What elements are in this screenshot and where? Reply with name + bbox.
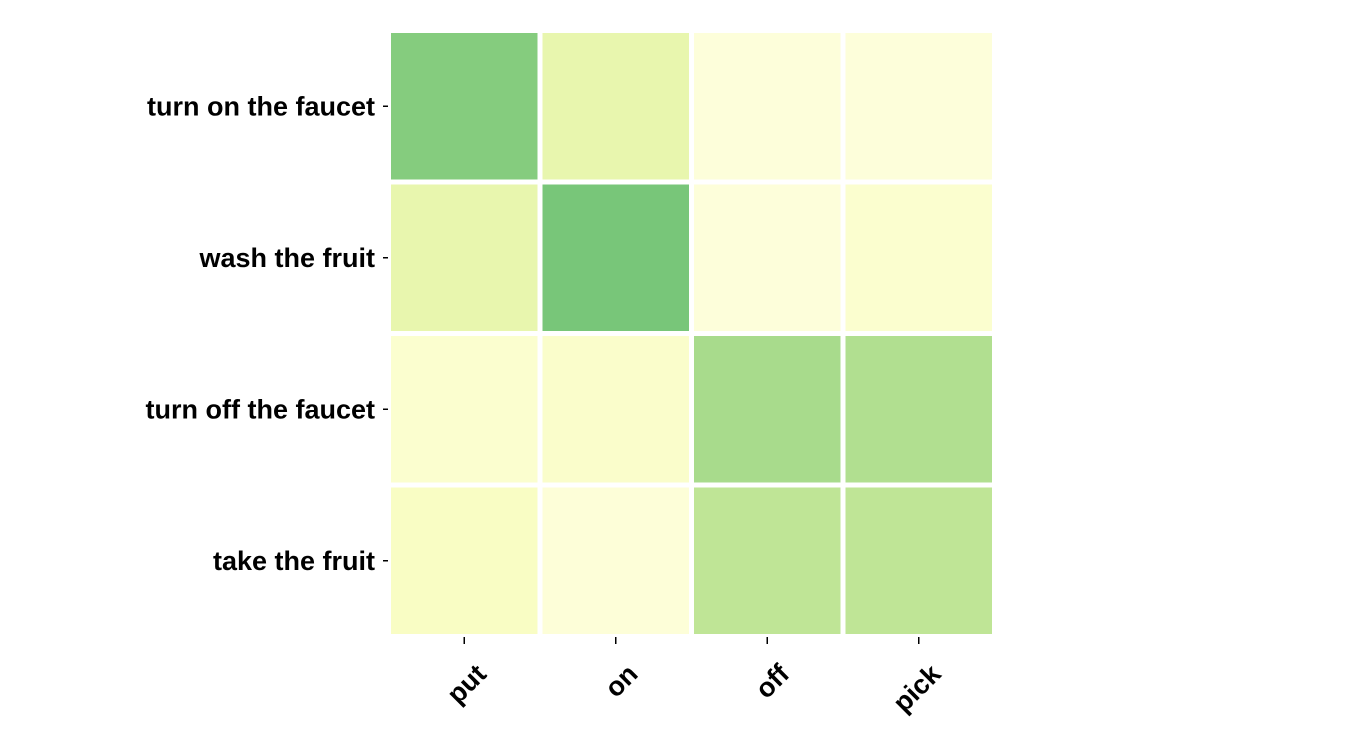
heatmap-cell-r1-c1 xyxy=(542,184,689,331)
y-tick-label: turn off the faucet xyxy=(146,394,376,424)
heatmap-cell-r3-c3 xyxy=(845,487,992,634)
heatmap-cell-r2-c3 xyxy=(845,336,992,483)
heatmap-cell-r0-c0 xyxy=(391,33,538,180)
x-axis: put on off pick xyxy=(441,637,947,718)
y-tick-label: turn on the faucet xyxy=(147,91,375,121)
heatmap-cell-r1-c2 xyxy=(694,184,841,331)
x-tick-label: pick xyxy=(887,658,947,718)
heatmap-cell-r3-c2 xyxy=(694,487,841,634)
heatmap-cell-r1-c3 xyxy=(845,184,992,331)
heatmap-cell-r3-c0 xyxy=(391,487,538,634)
heatmap-cell-r0-c2 xyxy=(694,33,841,180)
x-tick-label: off xyxy=(749,658,795,704)
heatmap-cell-r2-c2 xyxy=(694,336,841,483)
y-tick-label: take the fruit xyxy=(213,546,375,576)
y-axis: turn on the faucet wash the fruit turn off… xyxy=(146,91,388,576)
x-tick-label: put xyxy=(441,659,492,710)
heatmap-cell-r2-c1 xyxy=(542,336,689,483)
heatmap-cell-r0-c1 xyxy=(542,33,689,180)
heatmap-cells xyxy=(391,33,992,634)
heatmap-cell-r1-c0 xyxy=(391,184,538,331)
heatmap-cell-r2-c0 xyxy=(391,336,538,483)
x-tick-label: on xyxy=(599,659,644,704)
heatmap-cell-r0-c3 xyxy=(845,33,992,180)
y-tick-label: wash the fruit xyxy=(198,243,375,273)
heatmap-cell-r3-c1 xyxy=(542,487,689,634)
